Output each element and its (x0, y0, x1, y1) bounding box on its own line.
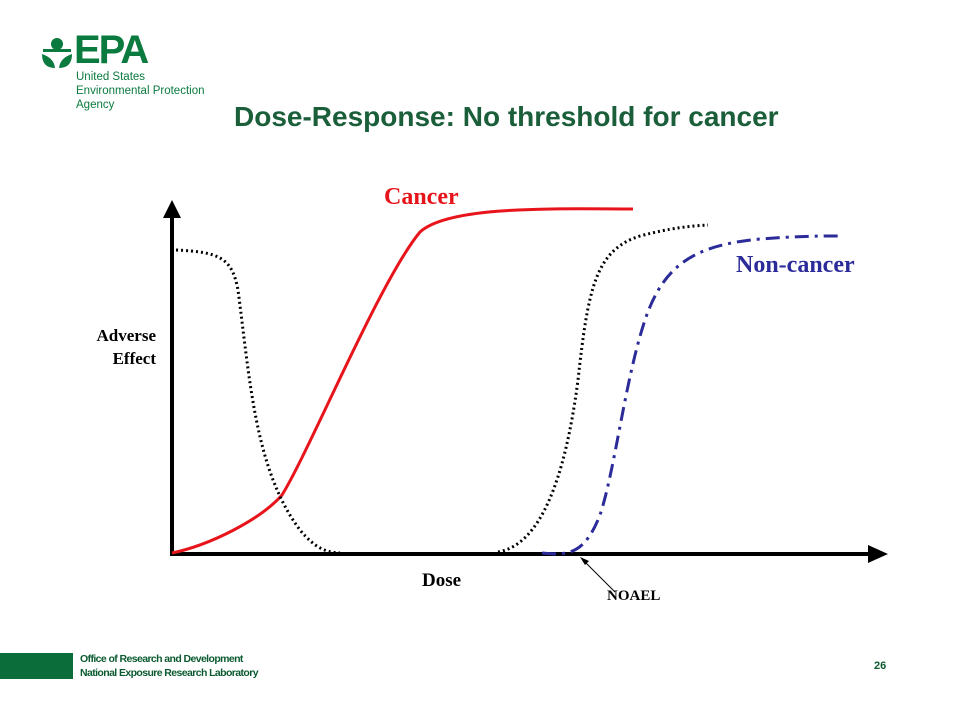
logo-line: United States (76, 71, 146, 83)
x-axis-arrow-icon (868, 545, 888, 563)
footer-line: Office of Research and Development (80, 653, 243, 665)
y-axis-label: Adverse Effect (60, 324, 156, 370)
noael-arrow-icon (580, 557, 589, 565)
x-axis-label: Dose (422, 570, 462, 591)
cancer-curve (171, 207, 634, 555)
y-axis-arrow-icon (163, 200, 181, 218)
y-label-line: Effect (112, 349, 156, 368)
footer-text: Office of Research and Development Natio… (80, 652, 259, 680)
page-number: 26 (874, 660, 887, 672)
noael-label: NOAEL (607, 588, 661, 604)
epa-logo-subtitle: United States Environmental Protection A… (76, 70, 204, 112)
logo-line: Agency (76, 99, 115, 111)
noncancer-dotted-curve-left (175, 248, 341, 555)
noncancer-label: Non-cancer (736, 252, 855, 278)
slide-title: Dose-Response: No threshold for cancer (234, 101, 779, 132)
footer-bar (0, 653, 73, 679)
noncancer-dotted-curve-right (497, 223, 709, 554)
footer-line: National Exposure Research Laboratory (80, 667, 259, 679)
cancer-label: Cancer (384, 184, 459, 210)
logo-line: Environmental Protection (76, 85, 205, 97)
epa-logo-word: EPA (74, 28, 149, 72)
noael-pointer (583, 560, 616, 593)
y-label-line: Adverse (96, 326, 156, 345)
noncancer-dashdot-curve (541, 234, 839, 556)
epa-logo-icon (42, 38, 72, 68)
